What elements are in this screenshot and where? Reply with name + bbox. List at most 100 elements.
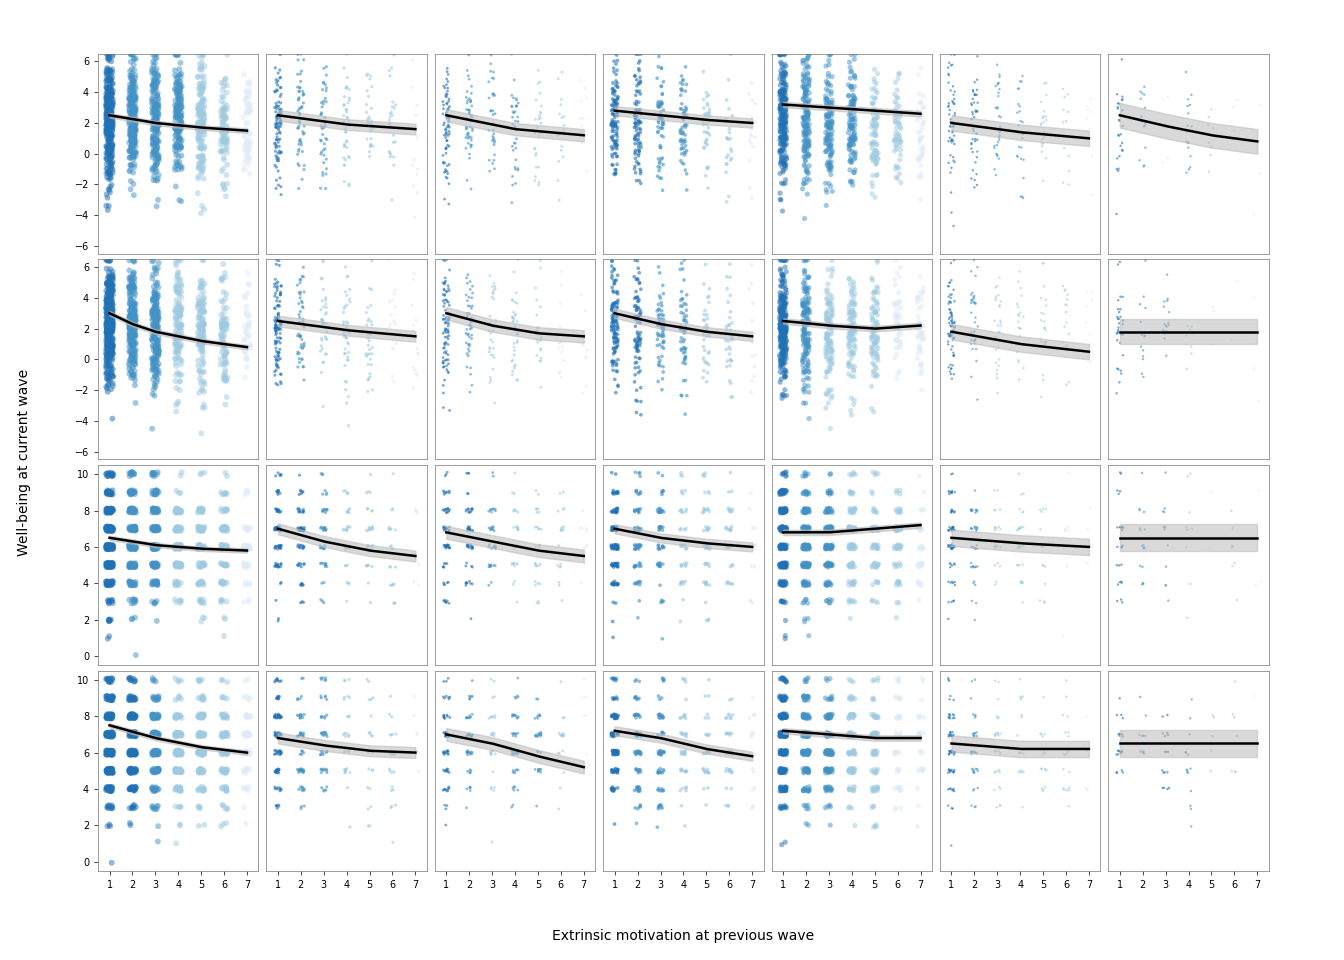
Point bbox=[313, 316, 335, 331]
Point bbox=[405, 108, 426, 123]
Point bbox=[165, 707, 187, 722]
Point bbox=[1154, 522, 1176, 538]
Point bbox=[98, 338, 120, 353]
Point bbox=[797, 364, 818, 379]
Point bbox=[773, 560, 794, 575]
Point bbox=[310, 332, 332, 348]
Point bbox=[121, 503, 142, 518]
Point bbox=[192, 149, 214, 164]
Text: Extrinsic motivation at previous wave: Extrinsic motivation at previous wave bbox=[552, 929, 814, 943]
Point bbox=[722, 331, 743, 347]
Point bbox=[653, 744, 675, 759]
Point bbox=[101, 539, 122, 554]
Point bbox=[142, 541, 164, 557]
Point bbox=[602, 107, 624, 122]
Point bbox=[817, 66, 839, 82]
Point bbox=[964, 745, 985, 760]
Point bbox=[233, 727, 254, 742]
Point bbox=[797, 574, 818, 589]
Point bbox=[818, 501, 840, 516]
Point bbox=[121, 311, 142, 326]
Point bbox=[95, 145, 117, 160]
Point bbox=[821, 261, 843, 276]
Point bbox=[818, 746, 840, 761]
Point bbox=[606, 689, 628, 705]
Point bbox=[146, 520, 168, 536]
Point bbox=[602, 283, 624, 299]
Point bbox=[237, 85, 258, 101]
Point bbox=[194, 364, 215, 379]
Point bbox=[669, 613, 691, 629]
Point bbox=[650, 708, 672, 724]
Point bbox=[941, 484, 962, 499]
Point bbox=[864, 745, 886, 760]
Point bbox=[122, 135, 144, 151]
Point bbox=[774, 259, 796, 275]
Point bbox=[988, 340, 1009, 355]
Point bbox=[606, 485, 628, 500]
Point bbox=[434, 156, 456, 171]
Point bbox=[630, 115, 652, 131]
Point bbox=[909, 269, 930, 284]
Point bbox=[909, 132, 930, 148]
Point bbox=[773, 88, 794, 104]
Point bbox=[820, 141, 841, 156]
Point bbox=[793, 688, 814, 704]
Point bbox=[293, 504, 314, 519]
Point bbox=[650, 298, 672, 313]
Point bbox=[817, 519, 839, 535]
Point bbox=[101, 707, 122, 722]
Point bbox=[339, 576, 360, 591]
Point bbox=[101, 156, 122, 171]
Point bbox=[101, 86, 122, 102]
Point bbox=[480, 745, 501, 760]
Point bbox=[98, 522, 120, 538]
Point bbox=[435, 502, 457, 517]
Point bbox=[1109, 304, 1130, 320]
Point bbox=[336, 521, 358, 537]
Point bbox=[98, 763, 120, 779]
Point bbox=[148, 761, 169, 777]
Point bbox=[501, 485, 523, 500]
Point bbox=[212, 328, 234, 344]
Point bbox=[269, 124, 290, 139]
Point bbox=[965, 132, 986, 147]
Point bbox=[939, 130, 961, 145]
Point bbox=[124, 745, 145, 760]
Point bbox=[238, 558, 259, 573]
Point bbox=[144, 330, 165, 346]
Point bbox=[269, 143, 290, 158]
Point bbox=[124, 762, 145, 778]
Point bbox=[124, 725, 145, 740]
Point bbox=[433, 502, 454, 517]
Point bbox=[168, 672, 190, 687]
Point bbox=[265, 709, 286, 725]
Point bbox=[793, 109, 814, 125]
Point bbox=[290, 782, 312, 798]
Point bbox=[771, 151, 793, 166]
Point bbox=[265, 314, 286, 329]
Point bbox=[890, 725, 911, 740]
Point bbox=[551, 728, 573, 743]
Point bbox=[820, 335, 841, 350]
Point bbox=[407, 346, 429, 361]
Point bbox=[1133, 79, 1154, 94]
Point bbox=[820, 691, 841, 707]
Point bbox=[907, 295, 929, 310]
Point bbox=[797, 336, 818, 351]
Point bbox=[798, 557, 820, 572]
Point bbox=[171, 559, 192, 574]
Point bbox=[124, 323, 145, 338]
Point bbox=[118, 745, 140, 760]
Point bbox=[239, 727, 261, 742]
Point bbox=[863, 118, 884, 133]
Point bbox=[480, 744, 501, 759]
Point bbox=[99, 293, 121, 308]
Point bbox=[270, 746, 292, 761]
Point bbox=[120, 484, 141, 499]
Point bbox=[770, 357, 792, 372]
Point bbox=[941, 305, 962, 321]
Point bbox=[672, 110, 694, 126]
Point bbox=[821, 746, 843, 761]
Point bbox=[552, 485, 574, 500]
